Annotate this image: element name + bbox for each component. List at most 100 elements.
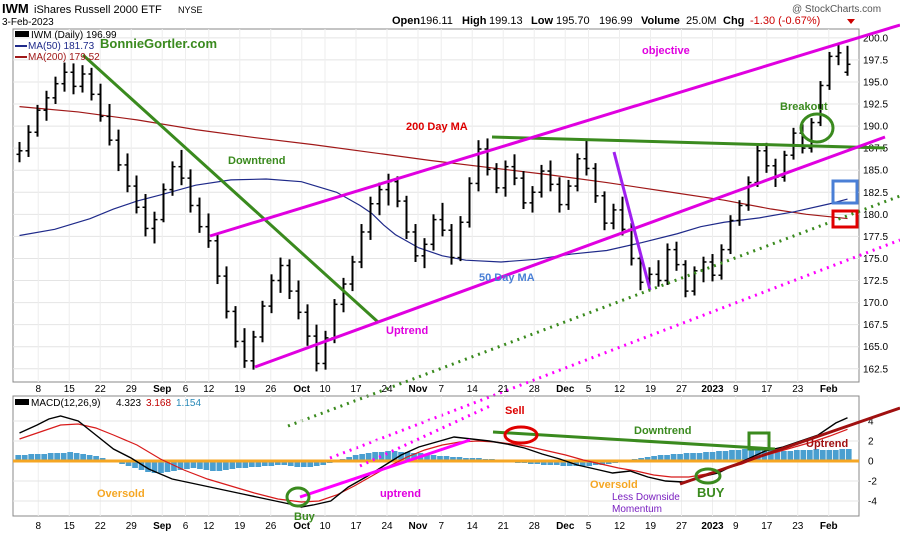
macd-hist-bar (190, 461, 197, 468)
legend-macd-title: MACD(12,26,9) (31, 398, 100, 409)
macd-hist-bar (21, 455, 28, 461)
macd-hist-bar (703, 452, 709, 461)
macd-hist-bar (800, 450, 807, 461)
price-bar (520, 171, 527, 210)
price-bar (187, 169, 194, 213)
x-tick-label: 19 (234, 521, 246, 532)
macd-hist-bar (670, 454, 677, 461)
price-bar (52, 76, 59, 105)
price-bar (610, 203, 617, 230)
macd-hist-bar (566, 461, 573, 466)
macd-hist-bar (456, 457, 463, 461)
x-tick-label: 27 (676, 384, 688, 395)
price-tick-label: 195.0 (863, 77, 888, 88)
x-tick-label: Oct (293, 384, 310, 395)
macd-hist-bar (826, 450, 833, 461)
macd-hist-bar (300, 461, 307, 467)
price-bar (277, 257, 284, 293)
label-breakout: Breakout (780, 101, 828, 113)
x-tick-label: 23 (792, 384, 804, 395)
price-tick-label: 180.0 (863, 210, 888, 221)
legend-macd-value: 4.323 (116, 398, 141, 409)
macd-tick-label: 4 (868, 417, 874, 428)
svg-text:Open: Open (392, 15, 420, 27)
price-bar (286, 259, 293, 300)
x-tick-label: 22 (95, 521, 107, 532)
x-tick-label: 9 (733, 384, 739, 395)
label-200-day-ma: 200 Day MA (406, 121, 468, 133)
macd-legend: MACD(12,26,9) 4.323 3.168 1.154 (15, 398, 201, 409)
price-bar (106, 104, 113, 146)
macd-hist-bar (73, 453, 80, 461)
symbol-label: IWM (2, 1, 29, 16)
macd-hist-bar (164, 461, 171, 472)
macd-hist-bar (644, 457, 651, 461)
macd-hist-bar (573, 461, 580, 466)
price-bar (232, 306, 239, 348)
x-tick-label: 17 (761, 384, 773, 395)
price-bar (412, 224, 419, 262)
x-tick-label: 6 (183, 521, 189, 532)
x-tick-label: 2023 (701, 521, 724, 532)
header: IWM iShares Russell 2000 ETF NYSE 3-Feb-… (2, 1, 881, 28)
macd-hist-bar (132, 461, 138, 468)
macd-hist-bar (664, 455, 670, 461)
price-bar (394, 176, 401, 208)
legend-swatch-price (15, 31, 29, 37)
price-bar (142, 194, 149, 237)
price-bar (493, 163, 500, 194)
macd-hist-bar (430, 455, 437, 461)
macd-x-axis: 8 15 22 29 Sep 6 12 19 26 Oct 10 17 24 Nov 7 14 21 28 Dec 5… (35, 521, 837, 532)
macd-hist-bar (138, 461, 145, 470)
macd-hist-bar (839, 449, 846, 461)
macd-hist-bar (80, 454, 86, 461)
x-tick-label: 7 (438, 521, 444, 532)
macd-hist-bar (372, 452, 378, 461)
price-bar (619, 196, 626, 236)
price-x-axis: 8 15 22 29 Sep 6 12 19 26 Oct 10 17 24 Nov 7 14 21 28 Dec 5… (35, 384, 837, 395)
x-tick-label: 9 (733, 521, 739, 532)
macd-hist-bar (268, 461, 275, 466)
x-tick-label: 12 (203, 384, 215, 395)
x-tick-label: Dec (556, 384, 575, 395)
x-tick-label: 27 (676, 521, 688, 532)
neckline-line (491, 135, 886, 150)
macd-y-axis: -4 -2 0 2 4 (868, 417, 877, 508)
macd-hist-bar (242, 461, 249, 468)
macd-hist-bar (443, 456, 450, 461)
price-bar (133, 175, 140, 214)
macd-hist-bar (696, 453, 703, 461)
down-arrow-icon (847, 19, 855, 24)
macd-hist-bar (651, 456, 657, 461)
price-bar (88, 67, 95, 101)
label-macd-uptrend-lower: uptrend (380, 488, 421, 500)
price-tick-label: 162.5 (863, 364, 888, 375)
macd-hist-bar (15, 455, 22, 461)
drop-line (612, 151, 652, 291)
svg-text:High: High (462, 15, 487, 27)
macd-hist-bar (774, 451, 781, 461)
macd-tick-label: -2 (868, 477, 877, 488)
macd-tick-label: -4 (868, 497, 877, 508)
price-tick-label: 177.5 (863, 232, 888, 243)
price-bar (322, 330, 329, 370)
x-tick-label: 19 (645, 384, 657, 395)
macd-hist-bar (437, 456, 443, 461)
macd-hist-bar (787, 451, 794, 461)
x-tick-label: Feb (820, 384, 838, 395)
macd-hist-bar (677, 454, 683, 461)
price-bar (790, 127, 797, 160)
macd-hist-bar (748, 449, 755, 461)
legend-signal-value: 3.168 (146, 398, 171, 409)
svg-text:Volume: Volume (641, 15, 680, 27)
chart-date: 3-Feb-2023 (2, 17, 54, 28)
macd-hist-bar (248, 461, 255, 467)
price-bar (709, 254, 716, 282)
label-less-downside-momentum: Less Downside Momentum (612, 492, 680, 515)
price-bar (340, 277, 347, 313)
macd-hist-bar (391, 451, 398, 461)
x-tick-label: 17 (350, 384, 362, 395)
macd-hist-bar (203, 461, 210, 470)
macd-panel: -4 -2 0 2 4 Sell Downtrend Uptrend Oversold … (12, 395, 900, 523)
macd-uptrend-line-magenta (299, 438, 471, 499)
